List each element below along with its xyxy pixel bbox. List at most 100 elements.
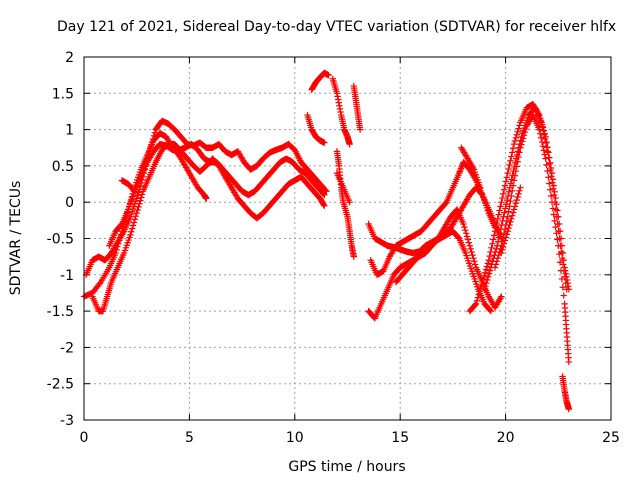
- data-point: [487, 307, 495, 315]
- data-point: [537, 134, 545, 142]
- data-point: [508, 215, 515, 222]
- data-point: [479, 278, 486, 286]
- data-point: [478, 281, 485, 289]
- data-point: [536, 126, 543, 133]
- data-point: [504, 169, 511, 177]
- data-point: [498, 249, 505, 257]
- data-point: [128, 228, 135, 235]
- data-point: [546, 160, 553, 168]
- data-point: [502, 178, 510, 185]
- data-point: [544, 167, 551, 175]
- data-point: [543, 144, 551, 151]
- data-point: [549, 185, 557, 192]
- data-point: [554, 236, 561, 243]
- data-point: [511, 172, 519, 179]
- data-point: [203, 195, 210, 202]
- data-point: [505, 208, 512, 215]
- data-point: [336, 105, 344, 113]
- data-point: [486, 267, 494, 274]
- data-point: [462, 230, 470, 237]
- data-point: [482, 283, 489, 290]
- data-point: [517, 184, 524, 191]
- data-point: [504, 213, 511, 220]
- data-point: [496, 207, 503, 214]
- data-point: [505, 165, 512, 173]
- data-point: [522, 125, 529, 133]
- data-point: [509, 149, 516, 156]
- data-point: [147, 145, 154, 152]
- data-point: [493, 258, 501, 265]
- data-point: [514, 193, 521, 201]
- data-point: [517, 144, 524, 151]
- y-tick-label: -3: [60, 413, 74, 429]
- data-point: [494, 255, 501, 262]
- data-point: [510, 140, 518, 148]
- data-point: [562, 279, 570, 287]
- data-point: [499, 246, 506, 254]
- data-point: [503, 174, 511, 181]
- data-point: [507, 218, 514, 226]
- y-tick-label: -1.5: [47, 304, 74, 320]
- y-tick-label: 0.5: [52, 159, 74, 175]
- data-point: [501, 209, 508, 216]
- data-point: [555, 242, 562, 249]
- data-point: [551, 188, 558, 196]
- data-point: [485, 270, 493, 277]
- data-point: [346, 140, 353, 148]
- x-tick-label: 5: [185, 430, 194, 446]
- data-point: [518, 138, 526, 145]
- data-point: [556, 259, 564, 266]
- data-point: [492, 223, 500, 231]
- data-point: [325, 71, 332, 79]
- data-point: [503, 217, 511, 225]
- data-point: [503, 231, 511, 238]
- data-point: [556, 250, 563, 258]
- data-point: [516, 149, 523, 156]
- data-point: [514, 128, 521, 135]
- data-point: [559, 255, 566, 262]
- data-point: [356, 126, 364, 133]
- data-point: [513, 131, 520, 138]
- data-point: [515, 153, 522, 161]
- data-point: [468, 248, 475, 256]
- data-point: [553, 230, 560, 237]
- data-point: [505, 224, 512, 232]
- data-point: [559, 284, 567, 291]
- data-point: [521, 128, 529, 136]
- data-point: [127, 231, 134, 239]
- data-point: [540, 127, 547, 134]
- x-tick-label: 10: [286, 430, 304, 446]
- data-point: [554, 207, 561, 214]
- data-point: [130, 219, 138, 226]
- data-point: [509, 182, 517, 189]
- data-point: [539, 142, 547, 150]
- data-point: [481, 272, 488, 280]
- data-point: [130, 187, 137, 194]
- data-point: [472, 300, 480, 308]
- data-point: [466, 242, 473, 249]
- data-point: [538, 119, 545, 126]
- data-point: [516, 187, 523, 194]
- data-point: [134, 192, 141, 199]
- data-point: [480, 275, 487, 283]
- data-point: [505, 188, 513, 196]
- data-point: [147, 141, 155, 149]
- x-tick-label: 0: [80, 430, 89, 446]
- chart-title: Day 121 of 2021, Sidereal Day-to-day VTE…: [57, 19, 616, 35]
- data-point: [506, 221, 513, 229]
- data-point: [138, 191, 146, 198]
- data-point: [134, 206, 141, 214]
- data-point: [483, 263, 491, 270]
- data-point: [550, 191, 558, 199]
- data-point: [550, 182, 557, 189]
- data-point: [477, 184, 484, 191]
- data-point: [131, 188, 138, 195]
- data-point: [148, 138, 156, 146]
- data-point: [491, 264, 499, 271]
- data-points: [80, 69, 573, 413]
- data-point: [497, 203, 504, 210]
- x-axis-label: GPS time / hours: [288, 459, 405, 475]
- data-point: [320, 201, 327, 208]
- data-point: [138, 194, 145, 201]
